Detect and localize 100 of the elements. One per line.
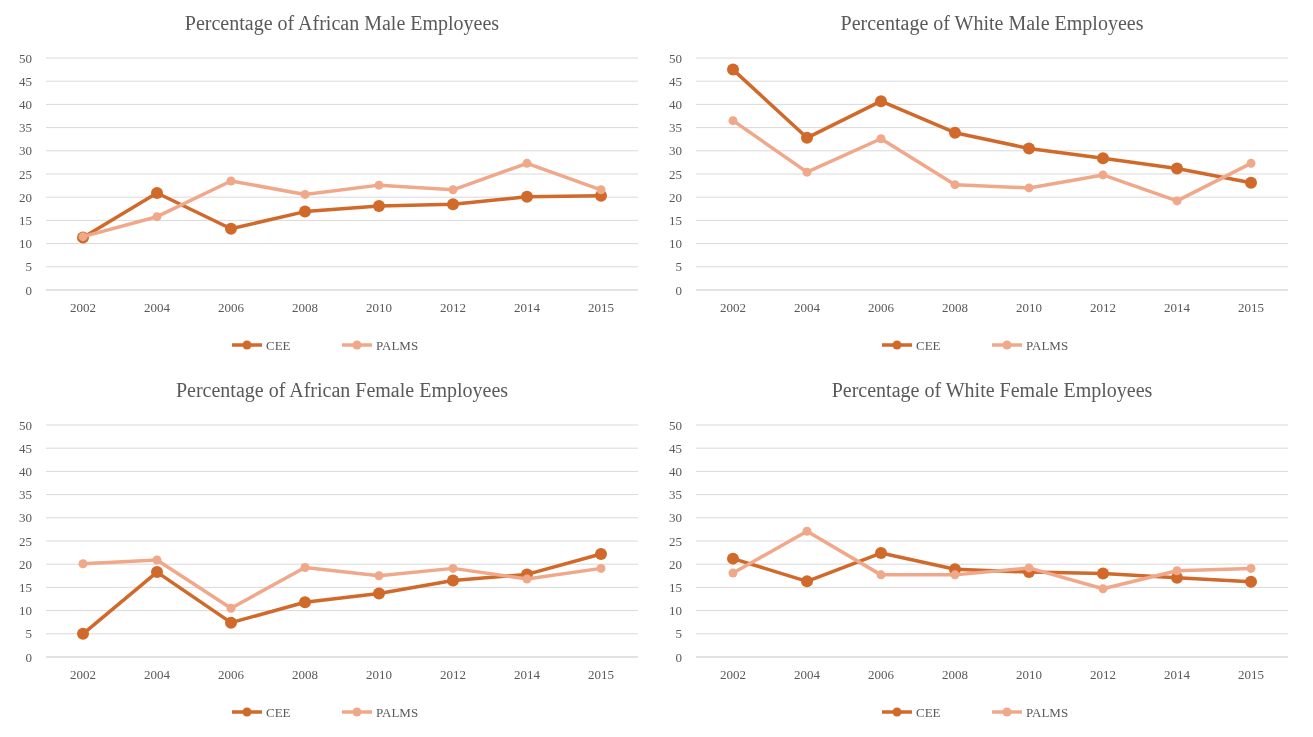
y-tick-label: 45 (669, 73, 682, 89)
point (596, 185, 606, 195)
y-tick-label: 35 (19, 487, 32, 503)
y-tick-label: 25 (19, 166, 32, 182)
legend-label: PALMS (376, 704, 419, 720)
point (1098, 584, 1108, 594)
point (226, 603, 236, 613)
y-tick-label: 30 (669, 510, 682, 526)
point (447, 574, 459, 587)
point (1098, 170, 1108, 180)
y-tick-label: 10 (19, 603, 32, 619)
y-tick-label: 20 (669, 189, 682, 205)
point (727, 552, 739, 565)
y-tick-label: 40 (669, 96, 682, 112)
x-tick-label: 2006 (868, 667, 895, 682)
y-tick-label: 20 (669, 556, 682, 572)
x-tick-label: 2010 (1016, 300, 1042, 315)
x-tick-label: 2014 (1164, 300, 1191, 315)
y-tick-label: 0 (675, 282, 682, 298)
x-tick-label: 2008 (292, 300, 318, 315)
point (77, 627, 89, 640)
point (448, 563, 458, 573)
x-tick-label: 2008 (942, 300, 968, 315)
y-tick-label: 10 (669, 236, 682, 252)
point (521, 190, 533, 203)
chart-title: Percentage of White Female Employees (831, 379, 1153, 402)
x-tick-label: 2012 (440, 667, 466, 682)
x-tick-label: 2014 (514, 667, 541, 682)
point (300, 562, 310, 572)
point (300, 189, 310, 199)
legend-label: CEE (266, 704, 291, 720)
y-tick-label: 25 (19, 533, 32, 549)
y-tick-label: 50 (19, 50, 32, 66)
x-tick-label: 2015 (1238, 667, 1264, 682)
point (801, 131, 813, 144)
x-tick-label: 2010 (1016, 667, 1042, 682)
point (1024, 183, 1034, 193)
legend-label: PALMS (1026, 704, 1069, 720)
point (875, 95, 887, 108)
point (447, 198, 459, 211)
point (299, 596, 311, 609)
y-tick-label: 50 (669, 50, 682, 66)
x-tick-label: 2015 (588, 300, 614, 315)
point (522, 574, 532, 584)
point (728, 568, 738, 578)
point (1024, 563, 1034, 573)
point (727, 63, 739, 76)
x-tick-label: 2012 (1090, 667, 1116, 682)
point (151, 187, 163, 200)
point (801, 575, 813, 588)
y-tick-label: 5 (675, 259, 682, 275)
y-tick-label: 45 (19, 73, 32, 89)
legend-label: CEE (916, 337, 941, 353)
point (374, 180, 384, 190)
point (1245, 176, 1257, 189)
point (1097, 567, 1109, 580)
y-tick-label: 0 (25, 649, 32, 665)
y-tick-label: 30 (669, 143, 682, 159)
y-tick-label: 50 (19, 417, 32, 433)
y-tick-label: 30 (19, 510, 32, 526)
point (596, 563, 606, 573)
y-tick-label: 5 (675, 626, 682, 642)
legend-label: PALMS (376, 337, 419, 353)
y-tick-label: 0 (675, 649, 682, 665)
point (152, 212, 162, 222)
y-tick-label: 35 (669, 120, 682, 136)
point (1246, 563, 1256, 573)
y-tick-label: 5 (25, 626, 32, 642)
y-tick-label: 15 (19, 579, 32, 595)
y-tick-label: 20 (19, 189, 32, 205)
x-tick-label: 2010 (366, 667, 392, 682)
chart-title: Percentage of African Female Employees (175, 379, 509, 402)
x-tick-label: 2008 (292, 667, 318, 682)
point (299, 205, 311, 218)
point (151, 566, 163, 579)
point (1172, 566, 1182, 576)
point (949, 126, 961, 139)
legend-label: PALMS (1026, 337, 1069, 353)
x-tick-label: 2004 (144, 300, 171, 315)
point (448, 185, 458, 195)
x-tick-label: 2014 (514, 300, 541, 315)
point (728, 116, 738, 126)
legend-label: CEE (266, 337, 291, 353)
y-tick-label: 15 (669, 212, 682, 228)
point (802, 167, 812, 177)
legend-label: CEE (916, 704, 941, 720)
x-tick-label: 2004 (794, 300, 821, 315)
x-tick-label: 2006 (218, 300, 245, 315)
x-tick-label: 2002 (70, 300, 96, 315)
point (1023, 142, 1035, 155)
point (225, 616, 237, 629)
y-tick-label: 15 (669, 579, 682, 595)
point (950, 570, 960, 580)
point (226, 176, 236, 186)
point (374, 571, 384, 581)
x-tick-label: 2002 (70, 667, 96, 682)
x-tick-label: 2004 (144, 667, 171, 682)
point (1172, 196, 1182, 206)
y-tick-label: 20 (19, 556, 32, 572)
point (225, 222, 237, 235)
